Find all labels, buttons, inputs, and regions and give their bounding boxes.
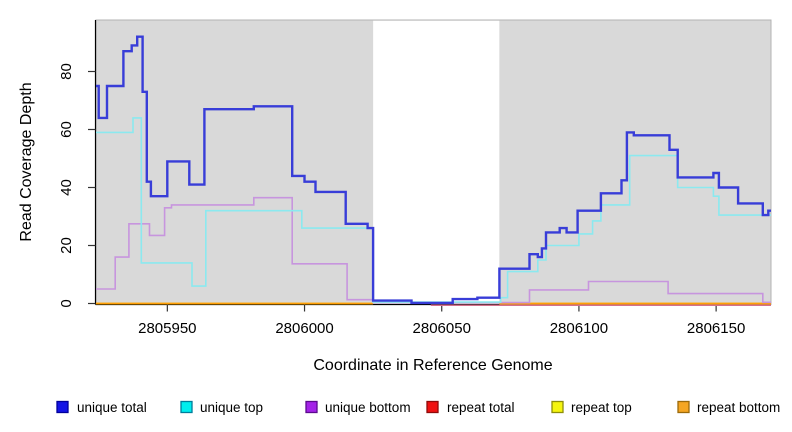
series-lines (96, 35, 771, 307)
legend-item-label: unique bottom (325, 400, 411, 415)
legend-item-label: unique top (200, 400, 263, 415)
legend-swatch (56, 400, 69, 414)
x-tick-label: 2806000 (275, 320, 333, 337)
legend-item-repeat-total: repeat total (426, 400, 515, 415)
y-tick-label: 0 (58, 299, 75, 307)
legend-swatch (305, 400, 318, 414)
y-tick-label: 80 (58, 63, 75, 80)
legend-swatch (180, 400, 193, 414)
legend: unique total unique top unique bottom repea… (56, 400, 780, 415)
x-tick-label: 2806150 (687, 320, 745, 337)
legend-item-unique-top: unique top (180, 400, 263, 415)
series-unique-bottom (96, 196, 771, 304)
y-tick-label: 40 (58, 179, 75, 196)
x-axis-title: Coordinate in Reference Genome (313, 357, 552, 374)
axes: 2805950 2806000 2806050 2806100 2806150 0 20 40… (58, 20, 771, 337)
masked-region (373, 20, 500, 304)
plot-panel (95, 19, 772, 305)
legend-item-repeat-top: repeat top (551, 400, 632, 415)
legend-swatch (677, 400, 690, 414)
x-tick-label: 2806100 (550, 320, 608, 337)
legend-item-label: repeat bottom (697, 400, 780, 415)
series-unique-total (96, 35, 771, 305)
legend-item-label: repeat top (571, 400, 632, 415)
legend-item-repeat-bottom: repeat bottom (677, 400, 780, 415)
legend-item-label: repeat total (447, 400, 515, 415)
legend-item-unique-bottom: unique bottom (305, 400, 411, 415)
legend-swatch (551, 400, 564, 414)
legend-item-unique-total: unique total (56, 400, 147, 415)
legend-item-label: unique total (77, 400, 147, 415)
x-tick-label: 2805950 (138, 320, 196, 337)
y-axis-title: Read Coverage Depth (18, 82, 35, 241)
y-tick-label: 20 (58, 237, 75, 254)
series-path (96, 196, 771, 304)
series-path (96, 35, 771, 305)
y-tick-label: 60 (58, 121, 75, 138)
legend-swatch (426, 400, 439, 414)
x-tick-label: 2806050 (413, 320, 471, 337)
